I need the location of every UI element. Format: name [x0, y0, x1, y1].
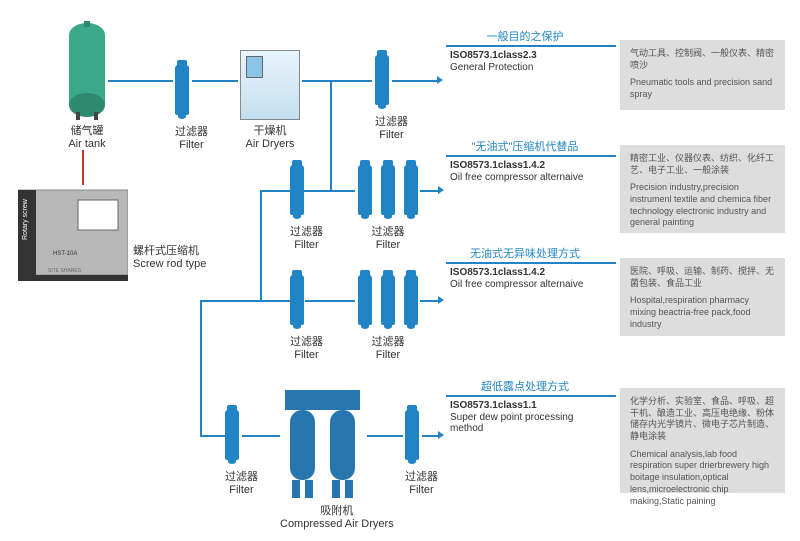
- line-b2v: [260, 190, 262, 300]
- desc-3: 医院、呼吸、运输、制药、搅拌、无菌包装、食品工业 Hospital,respir…: [620, 258, 785, 336]
- line-b3c: [420, 300, 440, 302]
- dryer-label-en: Air Dryers: [240, 138, 300, 150]
- line-b4a: [200, 300, 262, 302]
- desc-4: 化学分析、实验室、食品、呼吸、超干机、酿造工业、高压电绝缘、粉体储存内光学镜片、…: [620, 388, 785, 493]
- dryer-label-cn: 干燥机: [240, 122, 300, 138]
- line-dryer-out: [302, 80, 372, 82]
- filter-branch-4-pre: 过滤器 Filter: [225, 410, 258, 496]
- line-b1: [392, 80, 437, 82]
- filter-branch-2-pre: 过滤器 Filter: [290, 165, 323, 251]
- line-b3a: [260, 300, 290, 302]
- filter-branch-4-post: 过滤器 Filter: [405, 410, 438, 496]
- filter-1-label-cn: 过滤器: [175, 123, 208, 139]
- line-b4v: [200, 300, 202, 435]
- arrow-4: [438, 431, 444, 439]
- line-b2b: [305, 190, 355, 192]
- line-b4c: [242, 435, 280, 437]
- line-bus: [330, 80, 332, 190]
- arrow-1: [437, 76, 443, 84]
- compressor-label-en: Screw rod type: [133, 258, 213, 270]
- air-dryer: 干燥机 Air Dryers: [240, 50, 300, 150]
- line-comp-tank: [82, 150, 84, 185]
- line-b2c: [420, 190, 440, 192]
- air-tank-label-cn: 储气罐: [66, 122, 108, 138]
- line-b4b: [200, 435, 225, 437]
- adsorber-label-cn: 吸附机: [280, 502, 394, 518]
- adsorber: 吸附机 Compressed Air Dryers: [280, 380, 394, 530]
- svg-text:SITE SHARES: SITE SHARES: [48, 268, 82, 274]
- line-f1-dryer: [192, 80, 238, 82]
- arrow-2: [438, 186, 444, 194]
- info-3: 无油式无异味处理方式 ISO8573.1class1.4.2 Oil free …: [450, 245, 600, 290]
- info-4: 超低露点处理方式 ISO8573.1class1.1 Super dew poi…: [450, 378, 600, 434]
- desc-1: 气动工具、控制阀、一般仪表、精密喷沙 Pneumatic tools and p…: [620, 40, 785, 110]
- svg-text:Rotary screw: Rotary screw: [22, 198, 29, 240]
- filter-1: 过滤器 Filter: [175, 65, 208, 151]
- compressor-label-cn: 螺杆式压缩机: [133, 242, 213, 258]
- filter-branch-3-pre: 过滤器 Filter: [290, 275, 323, 361]
- filter-branch-2: 过滤器 Filter: [358, 165, 418, 251]
- desc-2: 精密工业、仪器仪表、纺织、化纤工艺、电子工业、一般涂装 Precision in…: [620, 145, 785, 233]
- svg-text:HST-10A: HST-10A: [53, 251, 77, 257]
- filter-branch-3: 过滤器 Filter: [358, 275, 418, 361]
- air-tank: 储气罐 Air tank: [66, 20, 108, 150]
- info-2: "无油式"压缩机代替品 ISO8573.1class1.4.2 Oil free…: [450, 138, 600, 183]
- line-b3b: [305, 300, 355, 302]
- adsorber-label-en: Compressed Air Dryers: [280, 518, 394, 530]
- filter-branch-1: 过滤器 Filter: [375, 55, 408, 141]
- filter-1-label-en: Filter: [175, 139, 208, 151]
- info-1: 一般目的之保护 ISO8573.1class2.3 General Protec…: [450, 28, 600, 73]
- arrow-3: [438, 296, 444, 304]
- line-tank-f1: [108, 80, 173, 82]
- air-tank-label-en: Air tank: [66, 138, 108, 150]
- compressor: Rotary screwHST-10ASITE SHARES 螺杆式压缩机 Sc…: [18, 185, 128, 285]
- line-b4d: [367, 435, 403, 437]
